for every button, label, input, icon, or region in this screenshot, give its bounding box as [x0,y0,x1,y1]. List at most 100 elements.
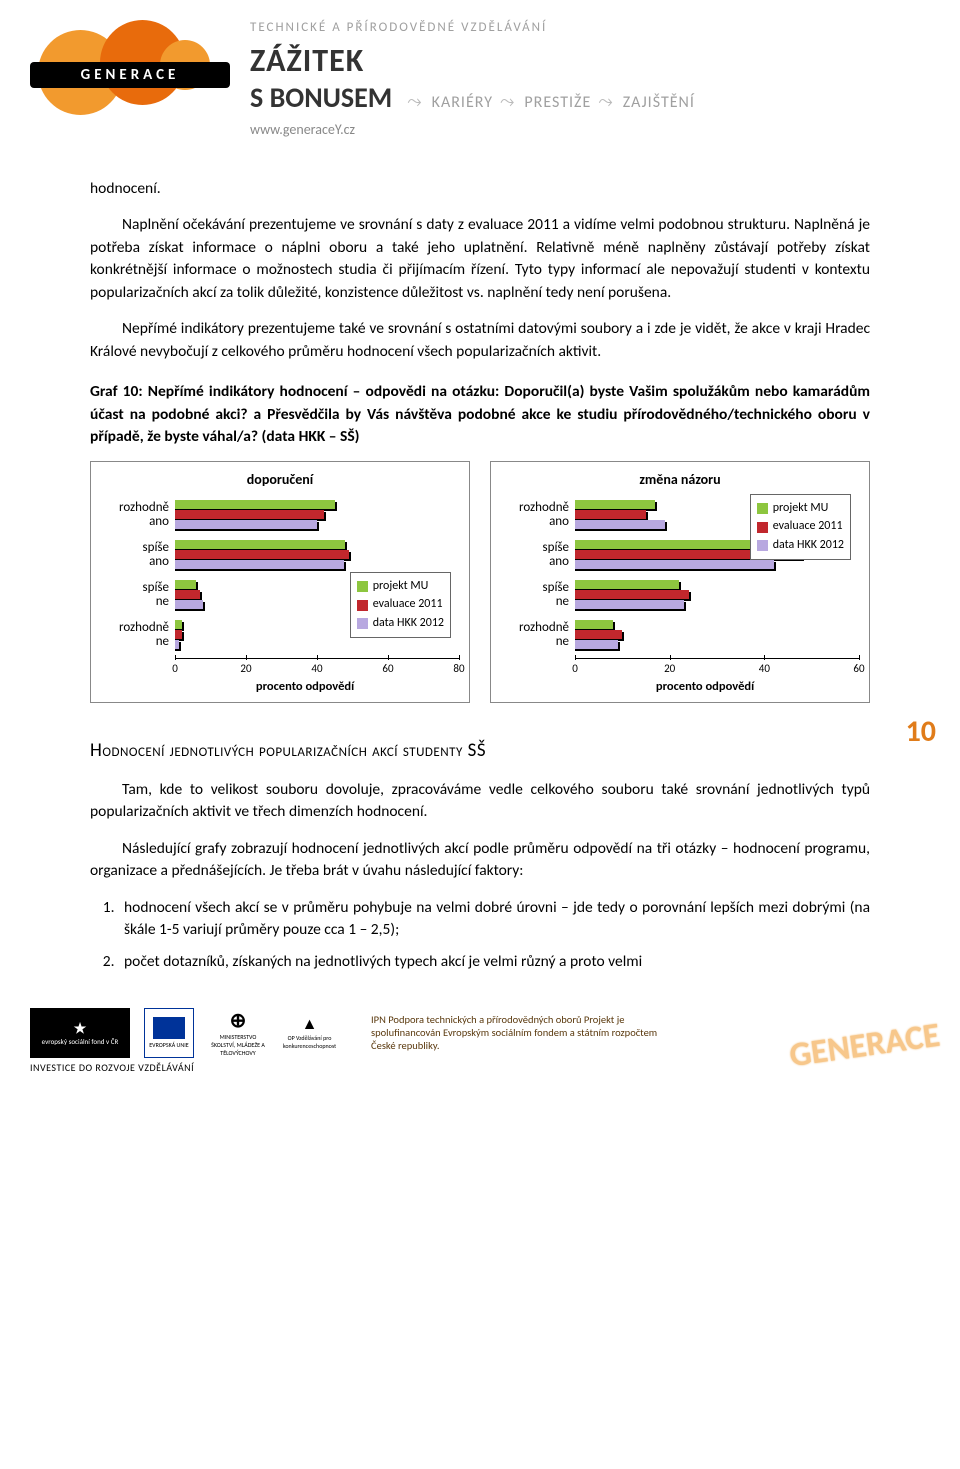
page-footer: ★ evropský sociální fond v ČR EVROPSKÁ U… [0,994,960,1076]
legend-swatch [757,540,768,551]
header-subtitle: TECHNICKÉ A PŘÍRODOVĚDNÉ VZDĚLÁVÁNÍ [250,20,930,35]
bar-projekt_MU [175,540,345,549]
bar-evaluace_2011 [175,550,349,559]
bar-projekt_MU [175,500,335,509]
chart-legend: projekt MUevaluace 2011 data HKK 2012 [750,494,851,560]
header-url: www.generaceY.cz [250,121,930,138]
bar-data_HKK_2012 [575,560,774,569]
bar-data_HKK_2012 [575,520,665,529]
x-tick-label: 40 [311,661,322,677]
bar-projekt_MU [575,500,655,509]
bar-projekt_MU [575,580,679,589]
header-title-1: ZÁŽITEK [250,41,930,80]
footer-text: IPN Podpora technických a přírodovědných… [371,1013,671,1052]
x-tick-label: 60 [853,661,864,677]
legend-label: data HKK 2012 [373,615,444,632]
legend-swatch [357,618,368,629]
x-axis-label: procento odpovědí [551,678,859,696]
legend-item: evaluace 2011 [357,596,444,613]
header-title-2: S BONUSEM [250,80,392,115]
bar-projekt_MU [175,620,182,629]
x-tick-label: 20 [664,661,675,677]
legend-swatch [757,503,768,514]
bar-evaluace_2011 [175,630,182,639]
esf-logo: ★ evropský sociální fond v ČR [30,1008,130,1058]
category-label: rozhodněne [101,621,175,650]
document-body: hodnocení. Naplnění očekávání prezentuje… [0,148,960,994]
header-text-block: TECHNICKÉ A PŘÍRODOVĚDNÉ VZDĚLÁVÁNÍ ZÁŽI… [250,20,930,138]
category-label: spíšeano [101,541,175,570]
bar-evaluace_2011 [575,590,689,599]
bar-data_HKK_2012 [175,640,179,649]
bar-data_HKK_2012 [575,640,618,649]
category-label: rozhodněano [101,501,175,530]
watermark-logo: GENERACE [787,1015,942,1077]
bar-data_HKK_2012 [175,600,203,609]
bar-projekt_MU [175,580,196,589]
legend-item: projekt MU [357,578,444,595]
eu-logo: EVROPSKÁ UNIE [144,1008,194,1058]
bar-evaluace_2011 [575,510,646,519]
x-axis-label: procento odpovědí [151,678,459,696]
kw-2: PRESTIŽE [524,93,591,112]
x-tick-label: 60 [382,661,393,677]
x-tick-label: 80 [453,661,464,677]
bar-projekt_MU [575,620,613,629]
bar-data_HKK_2012 [175,520,317,529]
arrow-icon: ⤳ [407,90,421,112]
bar-data_HKK_2012 [575,600,684,609]
esf-label: evropský sociální fond v ČR [42,1037,119,1046]
bars-cell [175,498,459,532]
chart1-title: doporučení [101,470,459,490]
msmt-label: MINISTERSTVO ŠKOLSTVÍ, MLÁDEŽE A TĚLOVÝC… [208,1033,268,1057]
chart-caption: Graf 10: Nepřímé indikátory hodnocení – … [90,381,870,448]
legend-swatch [357,581,368,592]
chart-zmena-nazoru: změna názoru rozhodněanospíšeanospíšener… [490,461,870,703]
legend-item: data HKK 2012 [357,615,444,632]
chart-category-row: spíšeano [101,538,459,572]
bar-evaluace_2011 [575,630,622,639]
bar-data_HKK_2012 [175,560,344,569]
invest-line: INVESTICE DO ROZVOJE VZDĚLÁVÁNÍ [30,1061,194,1074]
x-tick-label: 20 [240,661,251,677]
x-tick-label: 40 [759,661,770,677]
legend-item: data HKK 2012 [757,537,844,554]
section2-p2: Následující grafy zobrazují hodnocení je… [90,838,870,883]
chart-category-row: spíšene [501,578,859,612]
legend-swatch [757,522,768,533]
x-tick-label: 0 [572,661,578,677]
chart-category-row: rozhodněano [101,498,459,532]
bar-evaluace_2011 [175,590,200,599]
generace-logo: GENERACE [30,20,230,130]
x-axis: 0204060 [575,658,859,676]
category-label: spíšene [101,581,175,610]
bars-cell [575,618,859,652]
legend-swatch [357,600,368,611]
legend-item: projekt MU [757,500,844,517]
chart2-title: změna názoru [501,470,859,490]
kw-1: KARIÉRY [432,93,493,112]
category-label: rozhodněne [501,621,575,650]
op-label: OP Vzdělávání pro konkurenceschopnost [282,1034,337,1050]
category-label: spíšene [501,581,575,610]
bars-cell [575,578,859,612]
bar-evaluace_2011 [175,510,324,519]
chart-doporuceni: doporučení rozhodněano spíšeano spíšene roz… [90,461,470,703]
x-axis: 020406080 [175,658,459,676]
category-label: spíšeano [501,541,575,570]
para-2: Nepřímé indikátory prezentujeme také ve … [90,318,870,363]
chart-legend: projekt MUevaluace 2011 data HKK 2012 [350,572,451,638]
eu-label: EVROPSKÁ UNIE [149,1041,188,1049]
x-tick-label: 0 [172,661,178,677]
list-item: hodnocení všech akcí se v průměru pohybu… [118,897,870,942]
legend-label: projekt MU [773,500,829,517]
op-logo: ▲ OP Vzdělávání pro konkurenceschopnost [282,1008,337,1058]
legend-label: evaluace 2011 [773,518,843,535]
chart-category-row: rozhodněne [501,618,859,652]
logo-text: GENERACE [30,62,230,88]
kw-3: ZAJIŠTĚNÍ [623,93,695,112]
charts-row: doporučení rozhodněano spíšeano spíšene roz… [90,461,870,703]
list-item: počet dotazníků, získaných na jednotlivý… [118,951,870,973]
para-continued: hodnocení. [90,178,870,200]
legend-label: projekt MU [373,578,429,595]
